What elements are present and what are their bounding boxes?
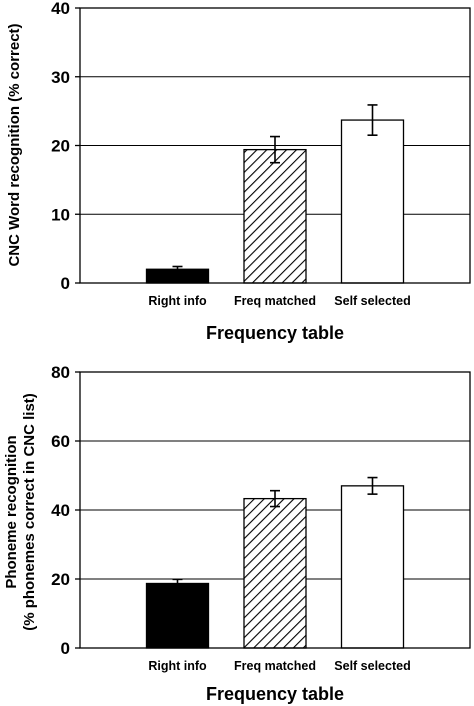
chart2-plot-frame xyxy=(79,371,471,649)
chart2-x-categories: Right info Freq matched Self selected xyxy=(148,659,410,673)
x-category-label: Self selected xyxy=(334,294,410,308)
x-category-label: Freq matched xyxy=(234,659,316,673)
bar-right-info xyxy=(145,582,210,649)
y-tick-label: 0 xyxy=(61,274,70,293)
bar-freq-matched xyxy=(243,497,307,649)
chart1-plot-frame xyxy=(79,7,471,284)
y-tick-label: 40 xyxy=(51,501,70,520)
y-tick-label: 80 xyxy=(51,363,70,382)
cnc-word-recognition-chart: 0 10 20 30 40 Right info Freq matched Self sel… xyxy=(6,0,471,343)
y-tick-label: 40 xyxy=(51,0,70,18)
x-category-label: Freq matched xyxy=(234,294,316,308)
chart2-y-axis-label-line2: (% phonemes correct in CNC list) xyxy=(21,393,38,631)
x-category-label: Right info xyxy=(148,294,207,308)
chart1-bars xyxy=(145,119,405,284)
chart2-error-bars xyxy=(172,476,378,589)
x-category-label: Right info xyxy=(148,659,207,673)
y-tick-label: 10 xyxy=(51,205,70,224)
chart1-y-axis-label: CNC Word recognition (% correct) xyxy=(6,23,23,266)
y-tick-label: 60 xyxy=(51,432,70,451)
bar-freq-matched xyxy=(243,148,307,284)
y-tick-label: 20 xyxy=(51,137,70,156)
bar-self-selected xyxy=(340,119,405,284)
y-tick-label: 0 xyxy=(61,639,70,658)
y-tick-label: 30 xyxy=(51,68,70,87)
chart2-bars xyxy=(145,485,405,649)
y-tick-label: 20 xyxy=(51,570,70,589)
chart1-x-categories: Right info Freq matched Self selected xyxy=(148,294,410,308)
chart2-y-axis-label-line1: Phoneme recognition xyxy=(3,435,20,588)
chart2-y-ticks: 0 20 40 60 80 xyxy=(51,363,80,658)
chart1-y-ticks: 0 10 20 30 40 xyxy=(51,0,80,293)
bar-self-selected xyxy=(340,485,405,649)
phoneme-recognition-chart: 0 20 40 60 80 Right info Freq matched Self sel… xyxy=(3,363,471,704)
chart1-error-bars xyxy=(172,104,378,273)
chart1-x-axis-label: Frequency table xyxy=(206,323,344,343)
chart2-x-axis-label: Frequency table xyxy=(206,684,344,704)
x-category-label: Self selected xyxy=(334,659,410,673)
